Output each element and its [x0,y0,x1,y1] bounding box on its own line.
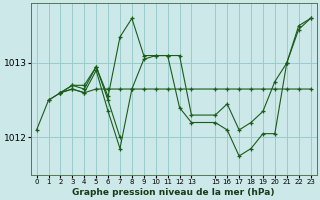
X-axis label: Graphe pression niveau de la mer (hPa): Graphe pression niveau de la mer (hPa) [72,188,275,197]
